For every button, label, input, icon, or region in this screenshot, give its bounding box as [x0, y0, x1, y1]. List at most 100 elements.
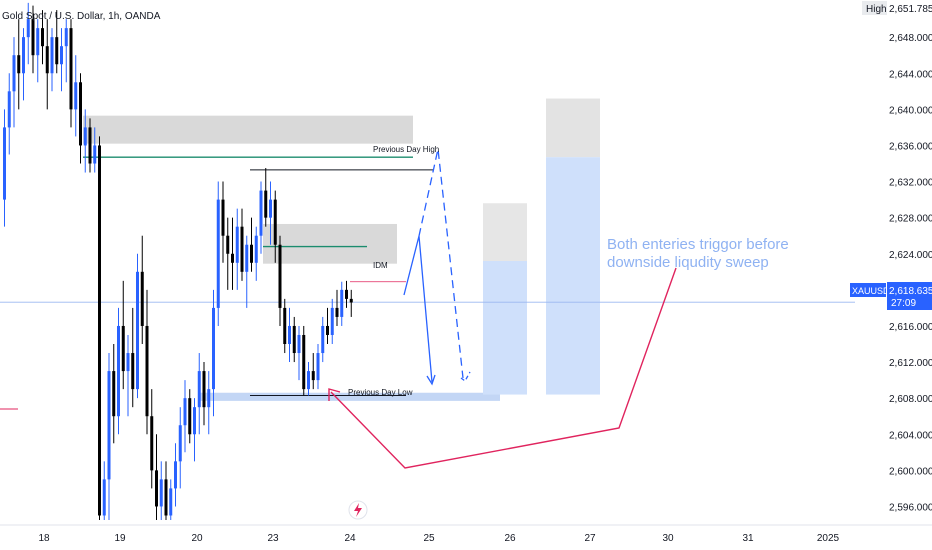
candle — [212, 289, 215, 417]
note-line-2: downside liqudity sweep — [607, 254, 769, 271]
candle — [140, 235, 144, 345]
y-tick-label: 2,612.000 — [889, 358, 932, 369]
projected-path-1-arrowhead — [426, 374, 436, 386]
y-tick-label: 2,640.000 — [889, 105, 932, 116]
candle — [283, 298, 287, 354]
candle — [292, 316, 296, 363]
candle — [216, 181, 220, 326]
note-line-1: Both enteries triggor before — [607, 236, 789, 253]
candle — [26, 2, 30, 65]
candle — [197, 353, 201, 435]
x-tick-label: 19 — [114, 533, 126, 544]
candle — [79, 73, 82, 164]
candle — [102, 461, 106, 520]
candle — [93, 127, 97, 173]
idm-label: IDM — [373, 261, 388, 270]
candle — [41, 10, 44, 65]
candle — [231, 217, 234, 290]
candle — [311, 353, 315, 390]
candle — [45, 19, 49, 110]
candle — [349, 289, 353, 317]
candle — [64, 19, 68, 83]
symbol-label: XAUUSD — [852, 286, 890, 296]
candle — [321, 316, 325, 363]
candle — [307, 362, 310, 396]
x-tick-label: 20 — [191, 533, 203, 544]
candle — [159, 461, 163, 520]
zone-supply-upper — [83, 115, 413, 144]
y-tick-label: 2,636.000 — [889, 141, 932, 152]
candle — [83, 109, 87, 173]
zone-trade-1-reward — [483, 260, 527, 395]
candle — [335, 289, 339, 326]
zone-trade-2-risk — [546, 98, 600, 158]
x-tick-label: 2025 — [817, 533, 840, 544]
y-tick-label: 2,596.000 — [889, 502, 932, 513]
candle — [221, 181, 225, 263]
drawings-layer — [0, 148, 677, 469]
projected-path-2 — [418, 148, 464, 379]
candle — [88, 118, 92, 173]
candle — [254, 226, 258, 281]
candle — [193, 398, 196, 462]
y-tick-label: 2,616.000 — [889, 322, 932, 333]
x-tick-label: 18 — [38, 533, 50, 544]
high-value: 2,651.785 — [889, 4, 932, 15]
candle — [36, 19, 40, 83]
candle — [60, 28, 63, 92]
candle — [330, 298, 334, 345]
y-tick-label: 2,600.000 — [889, 466, 932, 477]
candle — [131, 307, 135, 408]
candle — [169, 479, 173, 520]
callout-arrow — [330, 267, 677, 469]
candle — [345, 280, 348, 308]
candle — [136, 253, 139, 399]
candle — [288, 307, 291, 363]
y-tick-label: 2,648.000 — [889, 33, 932, 44]
lightning-icon[interactable] — [348, 500, 368, 520]
candle — [50, 28, 54, 92]
y-tick-label: 2,628.000 — [889, 214, 932, 225]
countdown: 27:09 — [891, 298, 916, 309]
candle — [69, 19, 73, 128]
symbol-box — [850, 283, 886, 297]
candle — [264, 168, 268, 227]
y-tick-label: 2,632.000 — [889, 178, 932, 189]
candle — [112, 344, 116, 444]
candle — [174, 443, 177, 507]
candle — [55, 10, 59, 74]
candle — [126, 334, 130, 417]
candle — [22, 28, 25, 101]
candles-layer — [3, 2, 353, 520]
price-axis-panel[interactable] — [855, 0, 932, 525]
x-tick-label: 24 — [344, 533, 356, 544]
x-tick-label: 23 — [267, 533, 279, 544]
candle — [250, 217, 253, 272]
y-tick-label: 2,644.000 — [889, 69, 932, 80]
candle — [31, 5, 35, 74]
candle — [259, 181, 263, 254]
candle — [226, 217, 230, 290]
last-price: 2,618.635 — [889, 286, 932, 297]
candle — [7, 73, 11, 155]
candle — [145, 289, 149, 435]
last-price-box — [887, 282, 932, 310]
candle — [340, 281, 344, 326]
candle — [326, 307, 329, 345]
zone-trade-2-reward — [546, 157, 600, 395]
zone-demand — [200, 392, 500, 401]
x-axis-ticks: 18 19 20 23 24 25 26 27 30 31 2025 — [38, 533, 839, 544]
zones-layer — [83, 98, 600, 401]
candle — [98, 136, 101, 520]
candle — [316, 344, 320, 390]
previous-day-low-label: Previous Day Low — [348, 388, 413, 397]
candle — [297, 325, 301, 381]
candle — [12, 37, 16, 128]
projected-path-2-arrowhead — [460, 371, 471, 382]
y-tick-label: 2,624.000 — [889, 250, 932, 261]
candle — [269, 181, 272, 245]
candle — [164, 461, 168, 520]
zone-trade-1-risk — [483, 203, 527, 261]
candle — [302, 325, 306, 396]
